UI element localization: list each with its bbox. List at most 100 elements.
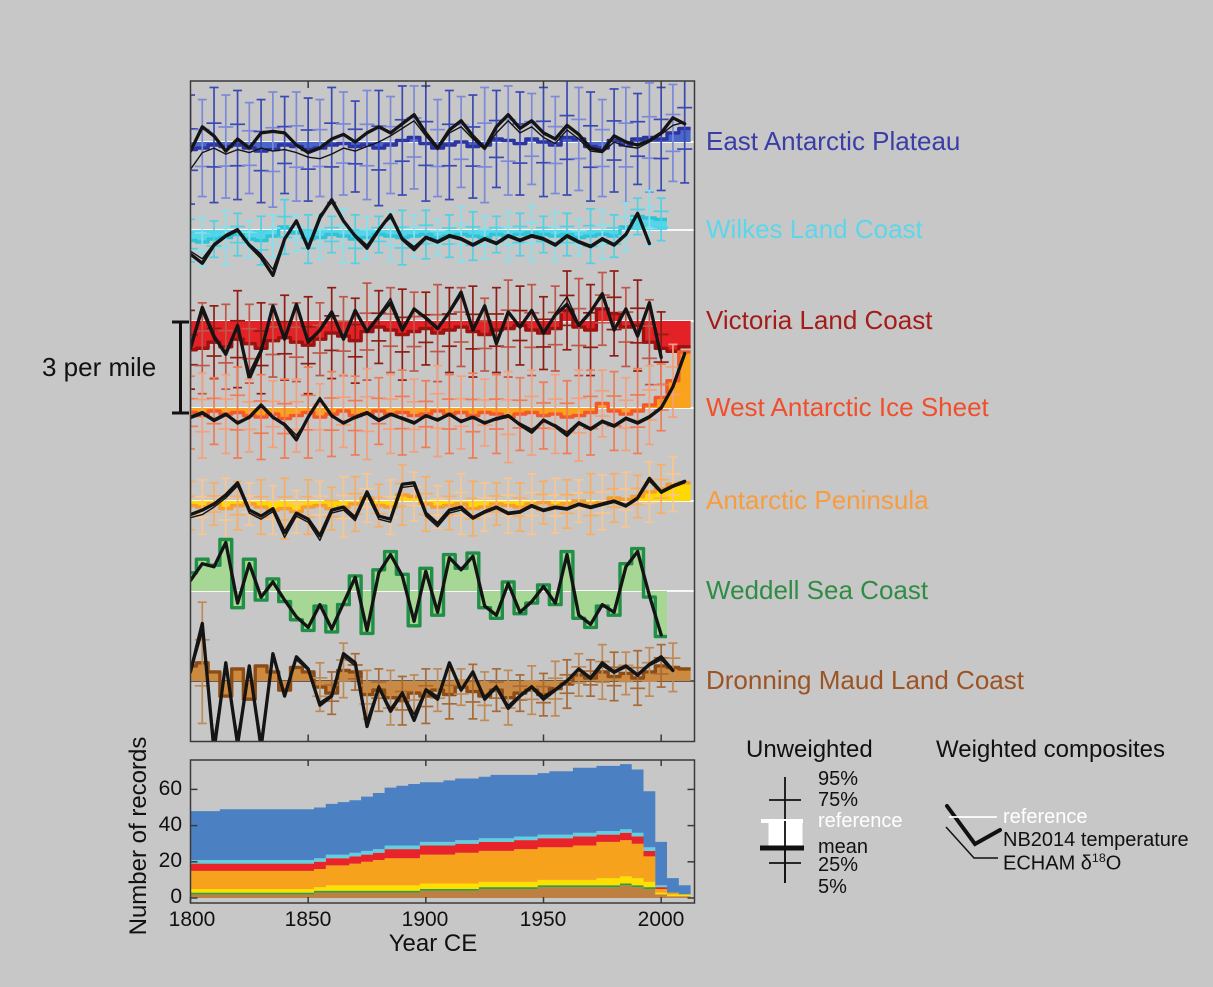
xtick-1900: 1900	[401, 908, 449, 931]
error-bar	[253, 478, 269, 536]
error-bar	[665, 343, 681, 418]
legend-unweighted-glyph	[760, 777, 804, 883]
nb2014-line	[190, 476, 687, 538]
xtick-1850: 1850	[284, 908, 332, 931]
region-label-wilkes-land-coast: Wilkes Land Coast	[706, 214, 923, 244]
ytick-40: 40	[158, 813, 182, 836]
axis-ticks	[189, 81, 695, 903]
error-bar	[594, 98, 610, 198]
error-bar	[441, 214, 457, 259]
error-bar	[571, 218, 587, 257]
error-bar	[230, 212, 246, 257]
legend-item-75: 75%	[818, 789, 859, 811]
region-label-victoria-land-coast: Victoria Land Coast	[706, 305, 933, 335]
records-layer-antarctic-peninsula	[190, 876, 691, 897]
error-bar	[547, 95, 563, 195]
ytick-0: 0	[170, 885, 182, 908]
region-series-wilkes-land-coast	[190, 189, 695, 278]
error-bar	[230, 366, 246, 459]
records-stacked-area	[190, 764, 691, 898]
error-bar	[265, 214, 281, 259]
records-layer-wilkes-land-coast	[190, 829, 691, 895]
legend-item-25: 25%	[818, 854, 859, 876]
error-bar	[665, 642, 681, 693]
ytick-20: 20	[158, 849, 182, 872]
legend-item-weighted-reference: reference	[1003, 806, 1088, 828]
band-fill	[190, 128, 691, 152]
nb2014-line	[190, 540, 663, 637]
error-bar	[324, 215, 340, 254]
error-bar	[653, 463, 669, 514]
error-bar	[583, 369, 599, 456]
nb2014-line	[190, 113, 687, 155]
error-bar	[488, 373, 504, 455]
error-bar	[535, 672, 551, 717]
error-bar	[265, 379, 281, 449]
error-bar	[630, 649, 646, 707]
region-series-victoria-land-coast	[190, 270, 695, 395]
error-bar	[206, 376, 222, 446]
records-layer-dronning-maud-land-coast	[190, 885, 691, 898]
band-fill	[190, 539, 667, 637]
error-bar	[371, 289, 387, 365]
echam-sup: 18	[1091, 851, 1106, 865]
echam-prefix: ECHAM δ	[1003, 852, 1092, 875]
band-fill	[190, 308, 691, 352]
error-bar	[618, 651, 634, 696]
error-bar	[383, 373, 399, 455]
xtick-2000: 2000	[637, 908, 685, 931]
legend-unweighted-title: Unweighted	[746, 736, 873, 763]
records-panel-frame	[189, 759, 696, 904]
nb2014-line	[190, 198, 652, 278]
error-bar	[677, 81, 693, 184]
error-bar	[383, 95, 399, 195]
region-series-dronning-maud-land-coast	[190, 601, 695, 742]
region-series-west-antarctic-ice-sheet	[190, 343, 695, 464]
scale-bar	[172, 320, 189, 415]
legend-weighted-title: Weighted composites	[936, 736, 1166, 763]
echam-line-sample	[945, 826, 998, 859]
error-bar	[500, 669, 516, 726]
legend-weighted-glyph	[945, 804, 1002, 859]
region-series-antarctic-peninsula	[190, 456, 695, 542]
error-bar	[453, 286, 469, 368]
main-panel-frame	[189, 80, 696, 743]
legend-item-nb2014: NB2014 temperature	[1003, 829, 1189, 851]
legend-item-mean: mean	[818, 836, 869, 858]
scale-bar-label: 3 per mile	[42, 352, 157, 382]
error-bar	[453, 375, 469, 450]
records-layer-weddell-sea-coast	[190, 883, 691, 897]
legend-item-5: 5%	[818, 876, 847, 898]
error-bar	[347, 100, 363, 193]
x-axis-title: Year CE	[388, 930, 478, 957]
legend-item-reference: reference	[818, 810, 903, 832]
error-bar	[630, 92, 646, 186]
xtick-1800: 1800	[168, 908, 216, 931]
error-bar	[594, 369, 610, 438]
error-bar	[371, 376, 387, 446]
error-bar	[594, 271, 610, 347]
error-bar	[312, 215, 328, 260]
error-bar	[359, 89, 375, 201]
error-bar	[571, 369, 587, 462]
region-label-antarctic-peninsula: Antarctic Peninsula	[706, 485, 929, 515]
error-bar	[630, 279, 646, 372]
region-label-east-antarctic-plateau: East Antarctic Plateau	[706, 126, 961, 156]
echam-suffix: O	[1105, 852, 1122, 875]
error-bar	[418, 668, 434, 725]
error-bar	[559, 478, 575, 530]
error-bar	[383, 669, 399, 726]
nb2014-line	[190, 290, 663, 381]
error-bar	[606, 88, 622, 193]
error-bar	[230, 480, 246, 531]
error-bar	[524, 204, 540, 262]
error-bar	[524, 664, 540, 716]
ytick-60: 60	[158, 777, 182, 800]
nb2014-line-sample	[945, 804, 1002, 847]
xtick-1950: 1950	[519, 908, 567, 931]
nb2014-line	[190, 351, 687, 442]
error-bar	[653, 197, 669, 242]
error-bar	[512, 481, 528, 533]
